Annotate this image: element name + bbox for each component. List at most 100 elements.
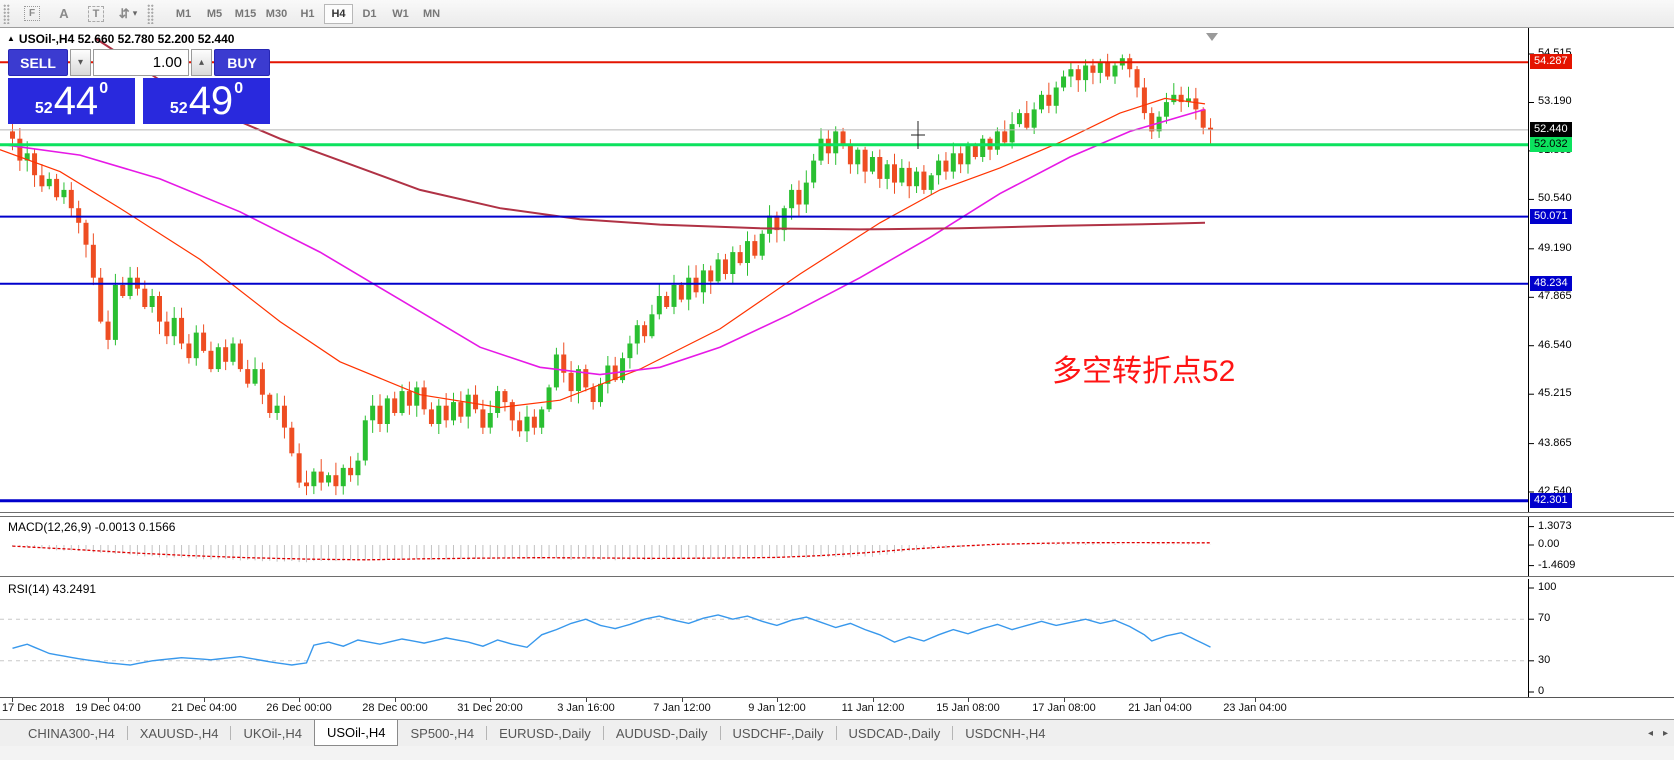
tab-scroll-right-icon[interactable]: ▸ xyxy=(1662,728,1668,739)
pattern-tool-icon[interactable]: F xyxy=(20,3,44,24)
time-tick-label: 23 Jan 04:00 xyxy=(1223,702,1287,714)
time-tick-label: 9 Jan 12:00 xyxy=(748,702,806,714)
toolbar-grip[interactable] xyxy=(3,3,10,24)
tab-separator xyxy=(719,726,721,740)
price-tick-label: 50.540 xyxy=(1538,192,1572,205)
rsi-scale-label: 100 xyxy=(1538,581,1557,593)
time-tick xyxy=(777,698,778,702)
collapse-triangle-icon[interactable]: ▲ xyxy=(7,34,15,43)
time-tick xyxy=(1064,698,1065,702)
timeframe-m15[interactable]: M15 xyxy=(234,7,257,20)
volume-down-button[interactable]: ▾ xyxy=(70,49,91,76)
time-tick-label: 15 Jan 08:00 xyxy=(936,702,1000,714)
timeframe-h1[interactable]: H1 xyxy=(300,7,315,20)
chart-tab-usoil-h4[interactable]: USOil-,H4 xyxy=(313,720,399,746)
price-line-label: 48.234 xyxy=(1530,275,1572,291)
main-chart-panel: ▲ USOil-,H4 52.660 52.780 52.200 52.440 S… xyxy=(0,28,1674,513)
macd-scale-label: -1.4609 xyxy=(1538,558,1576,571)
quote-prices: 52 44 0 52 49 0 xyxy=(8,78,270,124)
time-tick xyxy=(1255,698,1256,702)
time-tick-label: 17 Dec 2018 xyxy=(2,702,65,714)
scroll-marker-icon[interactable] xyxy=(1206,33,1218,41)
time-tick xyxy=(1160,698,1161,702)
time-tick-label: 21 Jan 04:00 xyxy=(1128,702,1192,714)
timeframe-w1[interactable]: W1 xyxy=(392,7,409,20)
toolbar: F A T ⇵ ▾ M1 M5 M15 M30 H1 H4 D1 W1 MN xyxy=(0,0,1674,28)
main-chart-canvas[interactable] xyxy=(0,28,1674,512)
buy-price-big: 49 xyxy=(188,79,234,123)
price-tick-label: 53.190 xyxy=(1538,95,1572,108)
timeframe-mn[interactable]: MN xyxy=(422,7,441,20)
volume-up-button[interactable]: ▴ xyxy=(191,49,212,76)
chart-ohlc-values: 52.660 52.780 52.200 52.440 xyxy=(77,32,235,46)
chart-tab-usdchf-daily[interactable]: USDCHF-,Daily xyxy=(732,725,824,741)
sell-price-prefix: 52 xyxy=(34,100,53,117)
tab-scroll-left-icon[interactable]: ◂ xyxy=(1647,728,1653,739)
macd-panel: MACD(12,26,9) -0.0013 0.1566 1.3073 0.00 -… xyxy=(0,516,1674,577)
price-tick-label: 46.540 xyxy=(1538,338,1572,351)
chart-title: ▲ USOil-,H4 52.660 52.780 52.200 52.440 xyxy=(7,32,234,46)
chart-tab-usdcad-daily[interactable]: USDCAD-,Daily xyxy=(848,725,941,741)
chart-tab-usdcnh-h4[interactable]: USDCNH-,H4 xyxy=(965,725,1046,741)
text-label-tool-icon[interactable]: A xyxy=(52,3,76,24)
text-box-tool-icon[interactable]: T xyxy=(84,3,108,24)
price-line-label: 52.440 xyxy=(1530,121,1572,137)
timeframe-m1[interactable]: M1 xyxy=(175,7,192,20)
macd-canvas[interactable] xyxy=(0,517,1674,576)
time-axis[interactable]: 17 Dec 2018 19 Dec 04:00 21 Dec 04:00 26 De… xyxy=(0,698,1674,719)
sell-price-box[interactable]: 52 44 0 xyxy=(8,78,135,124)
time-tick xyxy=(204,698,205,702)
time-tick-label: 19 Dec 04:00 xyxy=(75,702,141,714)
chart-tab-china300-h4[interactable]: CHINA300-,H4 xyxy=(28,725,115,741)
price-line-label: 52.032 xyxy=(1530,136,1572,152)
tab-separator xyxy=(230,726,232,740)
time-tick xyxy=(490,698,491,702)
toolbar-grip[interactable] xyxy=(147,3,154,24)
macd-scale-label: 1.3073 xyxy=(1538,519,1572,532)
order-row: SELL ▾ ▴ BUY xyxy=(8,49,270,76)
chart-tab-xauusd-h4[interactable]: XAUUSD-,H4 xyxy=(139,725,219,741)
chart-tab-sp500-h4[interactable]: SP500-,H4 xyxy=(410,725,475,741)
rsi-panel: RSI(14) 43.2491 100 70 30 0 xyxy=(0,579,1674,698)
volume-input[interactable] xyxy=(93,49,189,76)
price-tick-label: 49.190 xyxy=(1538,241,1572,254)
time-tick xyxy=(968,698,969,702)
time-tick-label: 26 Dec 00:00 xyxy=(266,702,332,714)
timeframe-bar: M1 M5 M15 M30 H1 H4 D1 W1 MN xyxy=(168,3,447,24)
buy-price-box[interactable]: 52 49 0 xyxy=(143,78,270,124)
sell-price-sup: 0 xyxy=(99,80,109,97)
rsi-canvas[interactable] xyxy=(0,579,1674,697)
macd-scale-label: 0.00 xyxy=(1538,538,1560,550)
time-tick-label: 17 Jan 08:00 xyxy=(1032,702,1096,714)
arrange-tool-button[interactable]: ⇵ ▾ xyxy=(116,3,140,24)
chart-tab-eurusd-daily[interactable]: EURUSD-,Daily xyxy=(499,725,591,741)
timeframe-d1[interactable]: D1 xyxy=(362,7,377,20)
price-line-label: 54.287 xyxy=(1530,54,1572,70)
timeframe-m5[interactable]: M5 xyxy=(206,7,223,20)
letter-a-icon: A xyxy=(59,6,69,21)
time-tick xyxy=(108,698,109,702)
time-tick xyxy=(682,698,683,702)
buy-button[interactable]: BUY xyxy=(214,49,270,76)
time-tick xyxy=(12,698,13,702)
time-tick-label: 31 Dec 20:00 xyxy=(457,702,523,714)
timeframe-h4[interactable]: H4 xyxy=(324,3,353,24)
chart-tabs: CHINA300-,H4 XAUUSD-,H4 UKOil-,H4 USOil-,H4… xyxy=(16,720,1057,746)
price-tick-label: 47.865 xyxy=(1538,290,1572,303)
letter-t-icon: T xyxy=(87,5,105,22)
buy-price-sup: 0 xyxy=(234,80,244,97)
price-tick-label: 45.215 xyxy=(1538,387,1572,400)
rsi-scale-label: 30 xyxy=(1538,653,1551,666)
price-line-label: 42.301 xyxy=(1530,492,1572,508)
rsi-label: RSI(14) 43.2491 xyxy=(8,582,97,596)
sell-button[interactable]: SELL xyxy=(8,49,68,76)
tab-scroll-arrows: ◂ ▸ xyxy=(1648,720,1668,747)
rsi-scale-label: 70 xyxy=(1538,612,1551,625)
chart-tab-ukoil-h4[interactable]: UKOil-,H4 xyxy=(243,725,302,741)
chart-tab-audusd-daily[interactable]: AUDUSD-,Daily xyxy=(615,725,708,741)
buy-price-prefix: 52 xyxy=(169,100,188,117)
tab-separator xyxy=(835,726,837,740)
timeframe-m30[interactable]: M30 xyxy=(265,7,288,20)
macd-label: MACD(12,26,9) -0.0013 0.1566 xyxy=(8,520,176,534)
